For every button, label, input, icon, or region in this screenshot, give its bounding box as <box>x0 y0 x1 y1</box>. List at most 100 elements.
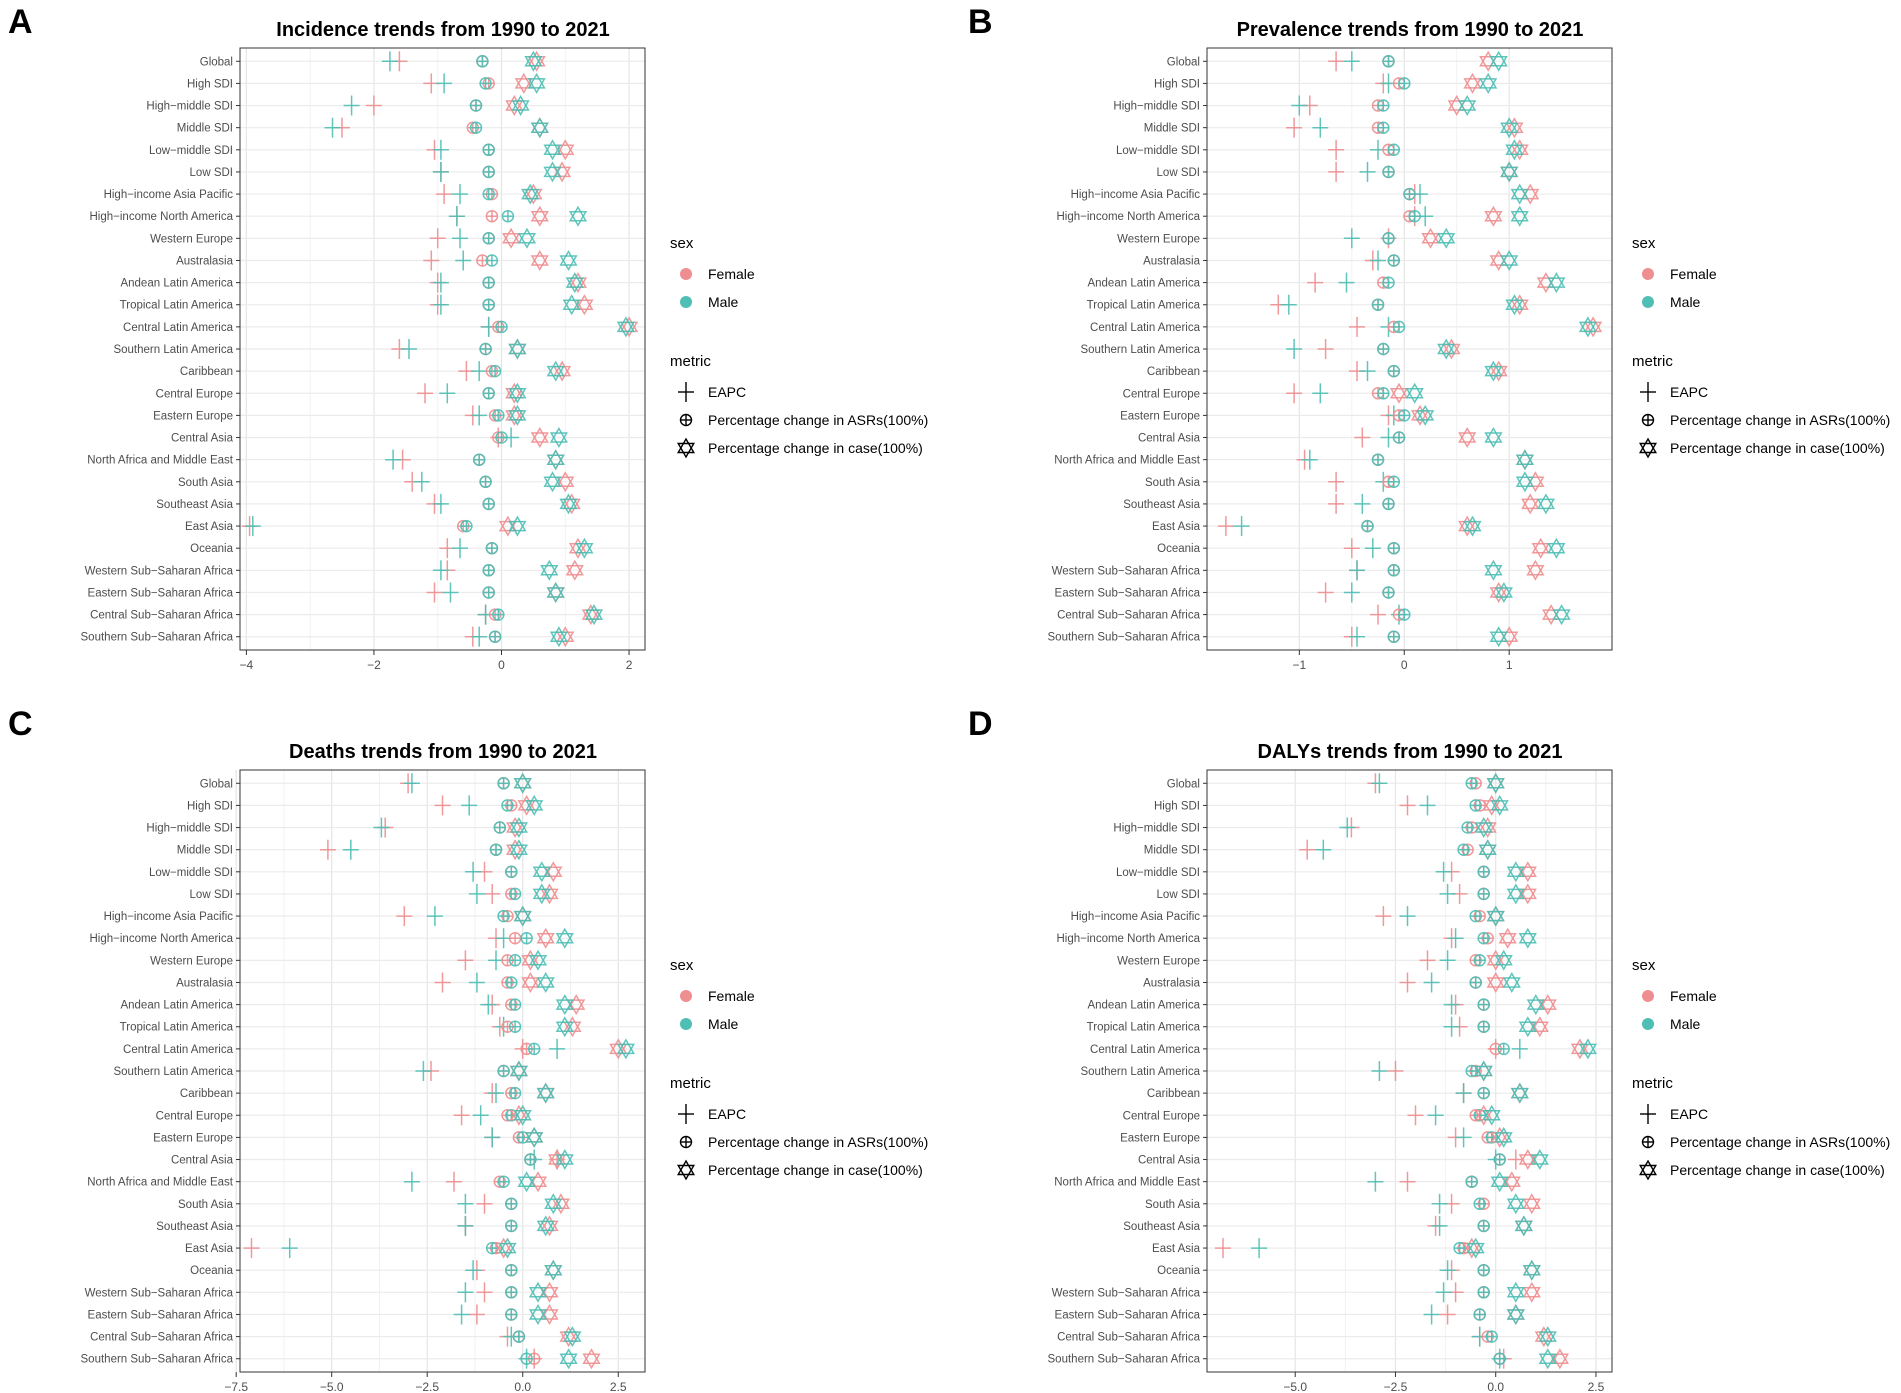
chart-title-b: Prevalence trends from 1990 to 2021 <box>1237 19 1584 41</box>
hexagram-icon <box>1639 438 1657 458</box>
legend-label-female: Female <box>708 266 755 282</box>
y-tick-label-east-asia: East Asia <box>1152 1243 1201 1255</box>
y-tick-label-central-latin-america: Central Latin America <box>1090 322 1201 334</box>
legend-metric-title: metric <box>1632 353 1673 370</box>
x-tick-label: 1 <box>1506 658 1513 672</box>
legend-swatch-male <box>1642 1018 1654 1030</box>
chart-title-a: Incidence trends from 1990 to 2021 <box>276 19 609 41</box>
point-male-asr-change-low-sdi <box>1477 887 1490 901</box>
plot-content-b: −1 0 1 Global High SDI High−middle SDI Middle … <box>1048 47 1613 672</box>
y-tick-label-eastern-europe: Eastern Europe <box>1120 1132 1200 1144</box>
point-male-asr-change-middle-sdi <box>1457 843 1470 856</box>
point-male-asr-change-high-income-north-america <box>501 209 515 223</box>
point-male-asr-change-high-income-asia-pacific <box>497 909 510 923</box>
y-tick-label-western-sub-saharan-africa: Western Sub−Saharan Africa <box>85 1287 234 1299</box>
y-tick-label-western-europe: Western Europe <box>1117 233 1200 245</box>
point-male-asr-change-western-sub-saharan-africa <box>505 1286 518 1299</box>
point-male-asr-change-south-asia <box>1473 1197 1486 1211</box>
y-tick-label-eastern-sub-saharan-africa: Eastern Sub−Saharan Africa <box>1055 587 1201 599</box>
y-tick-label-caribbean: Caribbean <box>1147 1088 1200 1100</box>
point-male-asr-change-high-middle-sdi <box>1377 99 1390 112</box>
y-tick-label-central-latin-america: Central Latin America <box>123 1044 234 1056</box>
point-male-asr-change-eastern-sub-saharan-africa <box>482 586 495 599</box>
y-tick-label-east-asia: East Asia <box>185 1243 234 1255</box>
panel-label-b: B <box>968 3 993 41</box>
y-tick-label-tropical-latin-america: Tropical Latin America <box>120 300 234 312</box>
y-tick-label-western-sub-saharan-africa: Western Sub−Saharan Africa <box>1052 1287 1201 1299</box>
circle-cross-icon <box>1641 1135 1655 1149</box>
legend-metric-label-eapc: EAPC <box>708 384 746 400</box>
y-tick-label-andean-latin-america: Andean Latin America <box>120 278 233 290</box>
point-male-asr-change-australasia <box>1469 976 1482 989</box>
y-tick-label-high-sdi: High SDI <box>187 78 233 90</box>
legend-label-male: Male <box>1670 1016 1701 1032</box>
cross-icon <box>677 1103 695 1125</box>
point-male-asr-change-eastern-sub-saharan-africa <box>1473 1308 1486 1321</box>
point-male-asr-change-central-asia <box>1493 1153 1506 1166</box>
point-male-asr-change-central-sub-saharan-africa <box>1485 1330 1498 1343</box>
y-tick-label-central-sub-saharan-africa: Central Sub−Saharan Africa <box>1057 610 1200 622</box>
y-tick-label-eastern-sub-saharan-africa: Eastern Sub−Saharan Africa <box>1055 1309 1201 1321</box>
point-male-asr-change-caribbean <box>1477 1086 1490 1100</box>
y-tick-label-oceania: Oceania <box>190 543 233 555</box>
y-tick-label-low-middle-sdi: Low−middle SDI <box>149 145 233 157</box>
point-male-asr-change-caribbean <box>488 364 502 378</box>
point-male-asr-change-north-africa-and-middle-east <box>1371 453 1385 466</box>
point-male-asr-change-central-sub-saharan-africa <box>512 1330 526 1343</box>
y-tick-label-eastern-europe: Eastern Europe <box>153 1132 233 1144</box>
y-tick-label-oceania: Oceania <box>190 1265 233 1277</box>
y-tick-label-australasia: Australasia <box>1143 255 1200 267</box>
y-tick-label-andean-latin-america: Andean Latin America <box>1087 1000 1200 1012</box>
point-male-asr-change-central-asia <box>495 431 508 444</box>
y-tick-label-eastern-europe: Eastern Europe <box>153 410 233 422</box>
point-male-asr-change-western-europe <box>508 954 522 967</box>
y-tick-label-low-middle-sdi: Low−middle SDI <box>149 867 233 879</box>
point-male-asr-change-oceania <box>1387 541 1401 555</box>
legend-metric-title: metric <box>670 353 711 370</box>
legend-sex-title: sex <box>670 957 694 974</box>
point-male-asr-change-global <box>1465 777 1478 790</box>
y-tick-label-low-sdi: Low SDI <box>1157 889 1200 901</box>
y-tick-label-andean-latin-america: Andean Latin America <box>120 1000 233 1012</box>
point-male-asr-change-central-latin-america <box>1497 1042 1510 1056</box>
legend-a: sex Female Male metric EAPC Percentage change… <box>670 235 928 458</box>
y-tick-label-central-europe: Central Europe <box>156 388 233 400</box>
point-male-asr-change-south-asia <box>505 1197 518 1211</box>
y-tick-label-south-asia: South Asia <box>1145 477 1201 489</box>
y-tick-label-high-middle-sdi: High−middle SDI <box>146 101 233 113</box>
y-tick-label-high-income-north-america: High−income North America <box>90 211 234 223</box>
hexagram-icon <box>1639 1160 1657 1180</box>
legend-metric-title: metric <box>1632 1075 1673 1092</box>
x-tick-label: −2.5 <box>415 1380 439 1393</box>
point-male-asr-change-middle-sdi <box>1377 121 1390 134</box>
y-tick-label-north-africa-and-middle-east: North Africa and Middle East <box>1054 1177 1201 1189</box>
y-tick-label-global: Global <box>200 56 233 68</box>
point-female-asr-change-high-income-north-america <box>508 931 522 945</box>
legend-label-male: Male <box>708 1016 739 1032</box>
y-tick-label-southern-sub-saharan-africa: Southern Sub−Saharan Africa <box>1048 632 1201 644</box>
legend-sex-title: sex <box>1632 957 1656 974</box>
y-tick-label-central-sub-saharan-africa: Central Sub−Saharan Africa <box>1057 1332 1200 1344</box>
y-tick-label-south-asia: South Asia <box>1145 1199 1201 1211</box>
y-tick-label-southern-sub-saharan-africa: Southern Sub−Saharan Africa <box>1048 1354 1201 1366</box>
panel-b: B Prevalence trends from 1990 to 2021 −1… <box>968 3 1613 672</box>
x-tick-label: −2 <box>367 658 381 672</box>
plot-content-c: −7.5 −5.0 −2.5 0.0 2.5 Global High SDI High−mid… <box>81 769 646 1393</box>
x-tick-label: −7.5 <box>224 1380 248 1393</box>
point-male-asr-change-high-income-asia-pacific <box>1469 909 1482 923</box>
point-male-asr-change-east-asia <box>460 519 473 533</box>
x-tick-label: 2 <box>626 658 633 672</box>
legend-d: sex Female Male metric EAPC Percentage change… <box>1632 957 1890 1180</box>
y-tick-label-australasia: Australasia <box>176 255 233 267</box>
y-tick-label-central-sub-saharan-africa: Central Sub−Saharan Africa <box>90 610 233 622</box>
legend-label-female: Female <box>1670 266 1717 282</box>
plot-content-d: −5.0 −2.5 0.0 2.5 Global High SDI High−middle … <box>1048 769 1613 1393</box>
point-male-asr-change-high-income-north-america <box>1408 209 1421 223</box>
panel-label-a: A <box>8 3 33 41</box>
point-female-asr-change-high-income-north-america <box>485 209 499 223</box>
point-male-asr-change-southern-sub-saharan-africa <box>1493 1352 1506 1365</box>
point-male-asr-change-oceania <box>505 1263 518 1277</box>
y-tick-label-tropical-latin-america: Tropical Latin America <box>120 1022 234 1034</box>
point-male-asr-change-central-latin-america <box>527 1042 541 1056</box>
point-male-asr-change-high-income-north-america <box>1477 931 1490 945</box>
